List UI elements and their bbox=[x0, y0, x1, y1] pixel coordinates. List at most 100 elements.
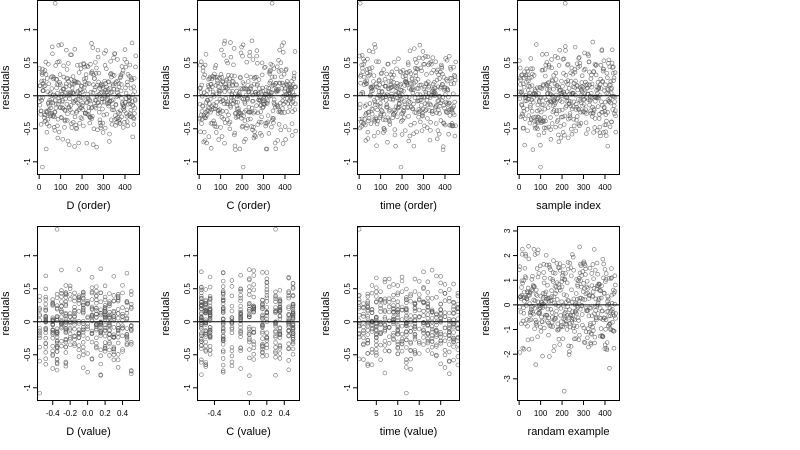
data-point bbox=[273, 328, 278, 334]
data-point bbox=[210, 89, 216, 95]
data-point bbox=[96, 110, 102, 115]
data-point bbox=[425, 54, 431, 60]
data-point bbox=[588, 76, 594, 81]
data-point bbox=[611, 103, 617, 109]
data-point bbox=[89, 105, 94, 111]
data-point bbox=[220, 328, 226, 334]
data-point bbox=[100, 120, 106, 126]
data-point bbox=[444, 58, 450, 63]
data-point bbox=[257, 97, 263, 103]
data-point bbox=[421, 313, 426, 318]
data-point bbox=[566, 343, 571, 349]
data-point bbox=[102, 283, 108, 289]
data-point bbox=[442, 291, 448, 296]
data-point bbox=[538, 142, 543, 148]
data-point bbox=[586, 53, 591, 58]
data-point bbox=[602, 290, 607, 296]
plot-frame bbox=[37, 0, 140, 175]
data-point bbox=[199, 293, 204, 299]
data-point bbox=[414, 129, 419, 135]
data-point bbox=[39, 98, 44, 103]
data-point bbox=[54, 330, 60, 335]
data-point bbox=[449, 121, 455, 126]
data-point bbox=[429, 315, 435, 321]
data-point bbox=[78, 66, 84, 71]
data-point bbox=[369, 111, 375, 117]
data-point bbox=[447, 295, 452, 301]
data-point bbox=[582, 263, 588, 268]
data-point bbox=[102, 309, 108, 315]
data-point bbox=[252, 133, 257, 138]
data-point bbox=[572, 329, 577, 334]
data-point bbox=[286, 295, 291, 301]
data-point bbox=[72, 295, 77, 300]
data-point bbox=[277, 335, 283, 340]
data-point bbox=[592, 340, 597, 346]
data-point bbox=[412, 314, 418, 319]
data-point bbox=[63, 310, 69, 316]
data-point bbox=[56, 43, 61, 48]
data-point bbox=[407, 48, 413, 54]
data-point bbox=[43, 294, 48, 300]
data-point bbox=[577, 60, 583, 66]
data-point bbox=[37, 335, 42, 341]
data-point bbox=[590, 39, 595, 45]
data-point bbox=[361, 311, 366, 317]
data-point bbox=[570, 252, 575, 257]
data-point bbox=[534, 322, 539, 328]
data-point bbox=[429, 326, 435, 332]
data-point bbox=[441, 144, 446, 149]
data-point bbox=[361, 305, 366, 311]
data-point bbox=[535, 126, 540, 132]
data-point bbox=[404, 360, 409, 365]
data-point bbox=[545, 105, 551, 110]
data-point bbox=[358, 80, 363, 86]
data-point bbox=[589, 84, 594, 90]
data-point bbox=[412, 348, 418, 353]
x-tick-label: -0.4 bbox=[208, 409, 222, 418]
data-point bbox=[269, 90, 274, 95]
data-point bbox=[447, 322, 452, 328]
data-point bbox=[125, 101, 131, 107]
data-point bbox=[447, 113, 453, 118]
data-point bbox=[76, 140, 81, 146]
data-point bbox=[94, 344, 99, 349]
outlier-point bbox=[52, 1, 58, 6]
data-point bbox=[249, 105, 255, 111]
data-point bbox=[220, 297, 226, 303]
panel-6: -0.4 0.0 0.2 0.4-1-0.500.51C (value)residua… bbox=[160, 226, 300, 438]
data-point bbox=[85, 299, 90, 304]
data-point bbox=[120, 323, 125, 328]
data-point bbox=[371, 133, 377, 139]
data-point bbox=[243, 136, 248, 142]
data-point bbox=[124, 341, 130, 346]
data-point bbox=[54, 344, 60, 349]
data-point bbox=[250, 57, 256, 62]
data-point bbox=[220, 316, 226, 321]
data-point bbox=[425, 102, 430, 108]
data-point bbox=[428, 102, 434, 108]
data-point bbox=[115, 326, 121, 331]
data-point bbox=[283, 99, 288, 105]
data-point bbox=[578, 109, 583, 115]
data-point bbox=[94, 288, 99, 294]
data-point bbox=[207, 300, 213, 305]
data-point bbox=[427, 108, 432, 113]
data-point bbox=[43, 314, 48, 319]
data-point bbox=[362, 117, 367, 122]
plot-frame bbox=[517, 226, 620, 401]
y-tick-label: -1 bbox=[23, 384, 32, 392]
data-point bbox=[429, 310, 435, 315]
data-point bbox=[199, 304, 204, 309]
data-point bbox=[429, 267, 435, 273]
data-point bbox=[220, 368, 226, 373]
data-point bbox=[122, 47, 128, 52]
data-point bbox=[81, 324, 86, 330]
data-point bbox=[225, 99, 231, 105]
data-point bbox=[381, 67, 386, 72]
data-point bbox=[408, 347, 413, 353]
data-point bbox=[376, 89, 382, 94]
data-point bbox=[54, 316, 60, 322]
data-point bbox=[94, 144, 99, 150]
data-point bbox=[386, 318, 392, 324]
